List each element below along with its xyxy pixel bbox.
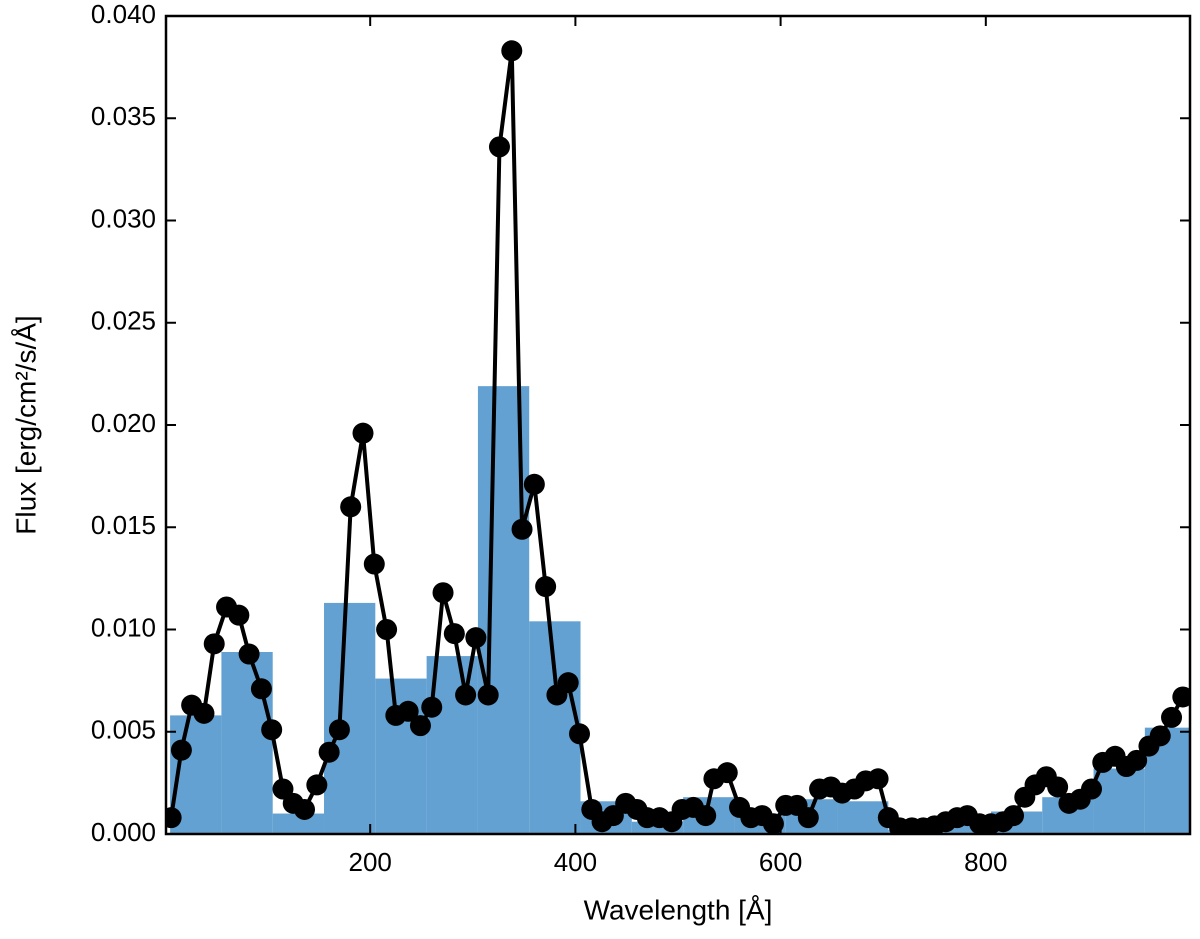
x-tick-label: 800 — [964, 847, 1007, 877]
marker — [477, 684, 499, 706]
marker — [363, 553, 385, 575]
y-axis-label: Flux [erg/cm²/s/Å] — [10, 315, 41, 534]
histogram-bar — [939, 823, 991, 834]
marker — [523, 473, 545, 495]
marker — [535, 576, 557, 598]
marker — [797, 807, 819, 829]
x-tick-label: 400 — [554, 847, 597, 877]
histogram-bar — [1093, 768, 1145, 834]
y-tick-label: 0.030 — [91, 203, 156, 233]
histogram-bar — [375, 678, 427, 834]
marker — [1172, 686, 1190, 708]
y-tick-label: 0.010 — [91, 612, 156, 642]
marker — [328, 719, 350, 741]
marker — [443, 623, 465, 645]
marker — [488, 136, 510, 158]
marker — [1080, 778, 1102, 800]
axes-frame — [164, 14, 1192, 836]
marker — [340, 496, 362, 518]
y-tick-label: 0.000 — [91, 817, 156, 847]
histogram-bar — [324, 602, 376, 834]
marker — [261, 719, 283, 741]
marker — [250, 678, 272, 700]
y-tick-label: 0.025 — [91, 306, 156, 336]
line — [169, 48, 1185, 830]
y-tick-label: 0.035 — [91, 101, 156, 131]
marker — [568, 723, 590, 745]
marker — [1126, 749, 1148, 771]
marker — [1161, 706, 1183, 728]
marker — [170, 739, 192, 761]
marker — [352, 422, 374, 444]
y-tick-label: 0.015 — [91, 510, 156, 540]
plot-area — [166, 40, 1190, 834]
marker — [376, 619, 398, 640]
marker — [294, 798, 316, 820]
marker — [238, 643, 260, 665]
marker — [318, 741, 340, 763]
marker — [501, 40, 523, 62]
marker — [695, 805, 717, 827]
marker — [867, 768, 889, 790]
marker — [1003, 805, 1025, 827]
marker — [1047, 776, 1069, 798]
marker — [716, 762, 738, 784]
y-tick-label: 0.005 — [91, 715, 156, 745]
marker — [166, 807, 182, 829]
x-axis-label: Wavelength [Å] — [584, 894, 773, 925]
y-tick-label: 0.020 — [91, 408, 156, 438]
marker — [409, 715, 431, 737]
marker — [397, 700, 419, 722]
marker — [421, 696, 443, 718]
y-tick-label: 0.040 — [91, 0, 156, 29]
marker — [228, 604, 250, 626]
marker — [455, 684, 477, 706]
marker — [557, 672, 579, 694]
marker — [1149, 725, 1171, 747]
marker — [511, 518, 533, 540]
x-tick-label: 200 — [348, 847, 391, 877]
marker — [306, 774, 328, 796]
marker — [203, 633, 225, 655]
x-tick-label: 600 — [759, 847, 802, 877]
marker — [432, 582, 454, 604]
marker — [465, 627, 487, 649]
histogram-bar — [272, 813, 325, 834]
marker — [762, 813, 784, 834]
marker — [193, 702, 215, 724]
